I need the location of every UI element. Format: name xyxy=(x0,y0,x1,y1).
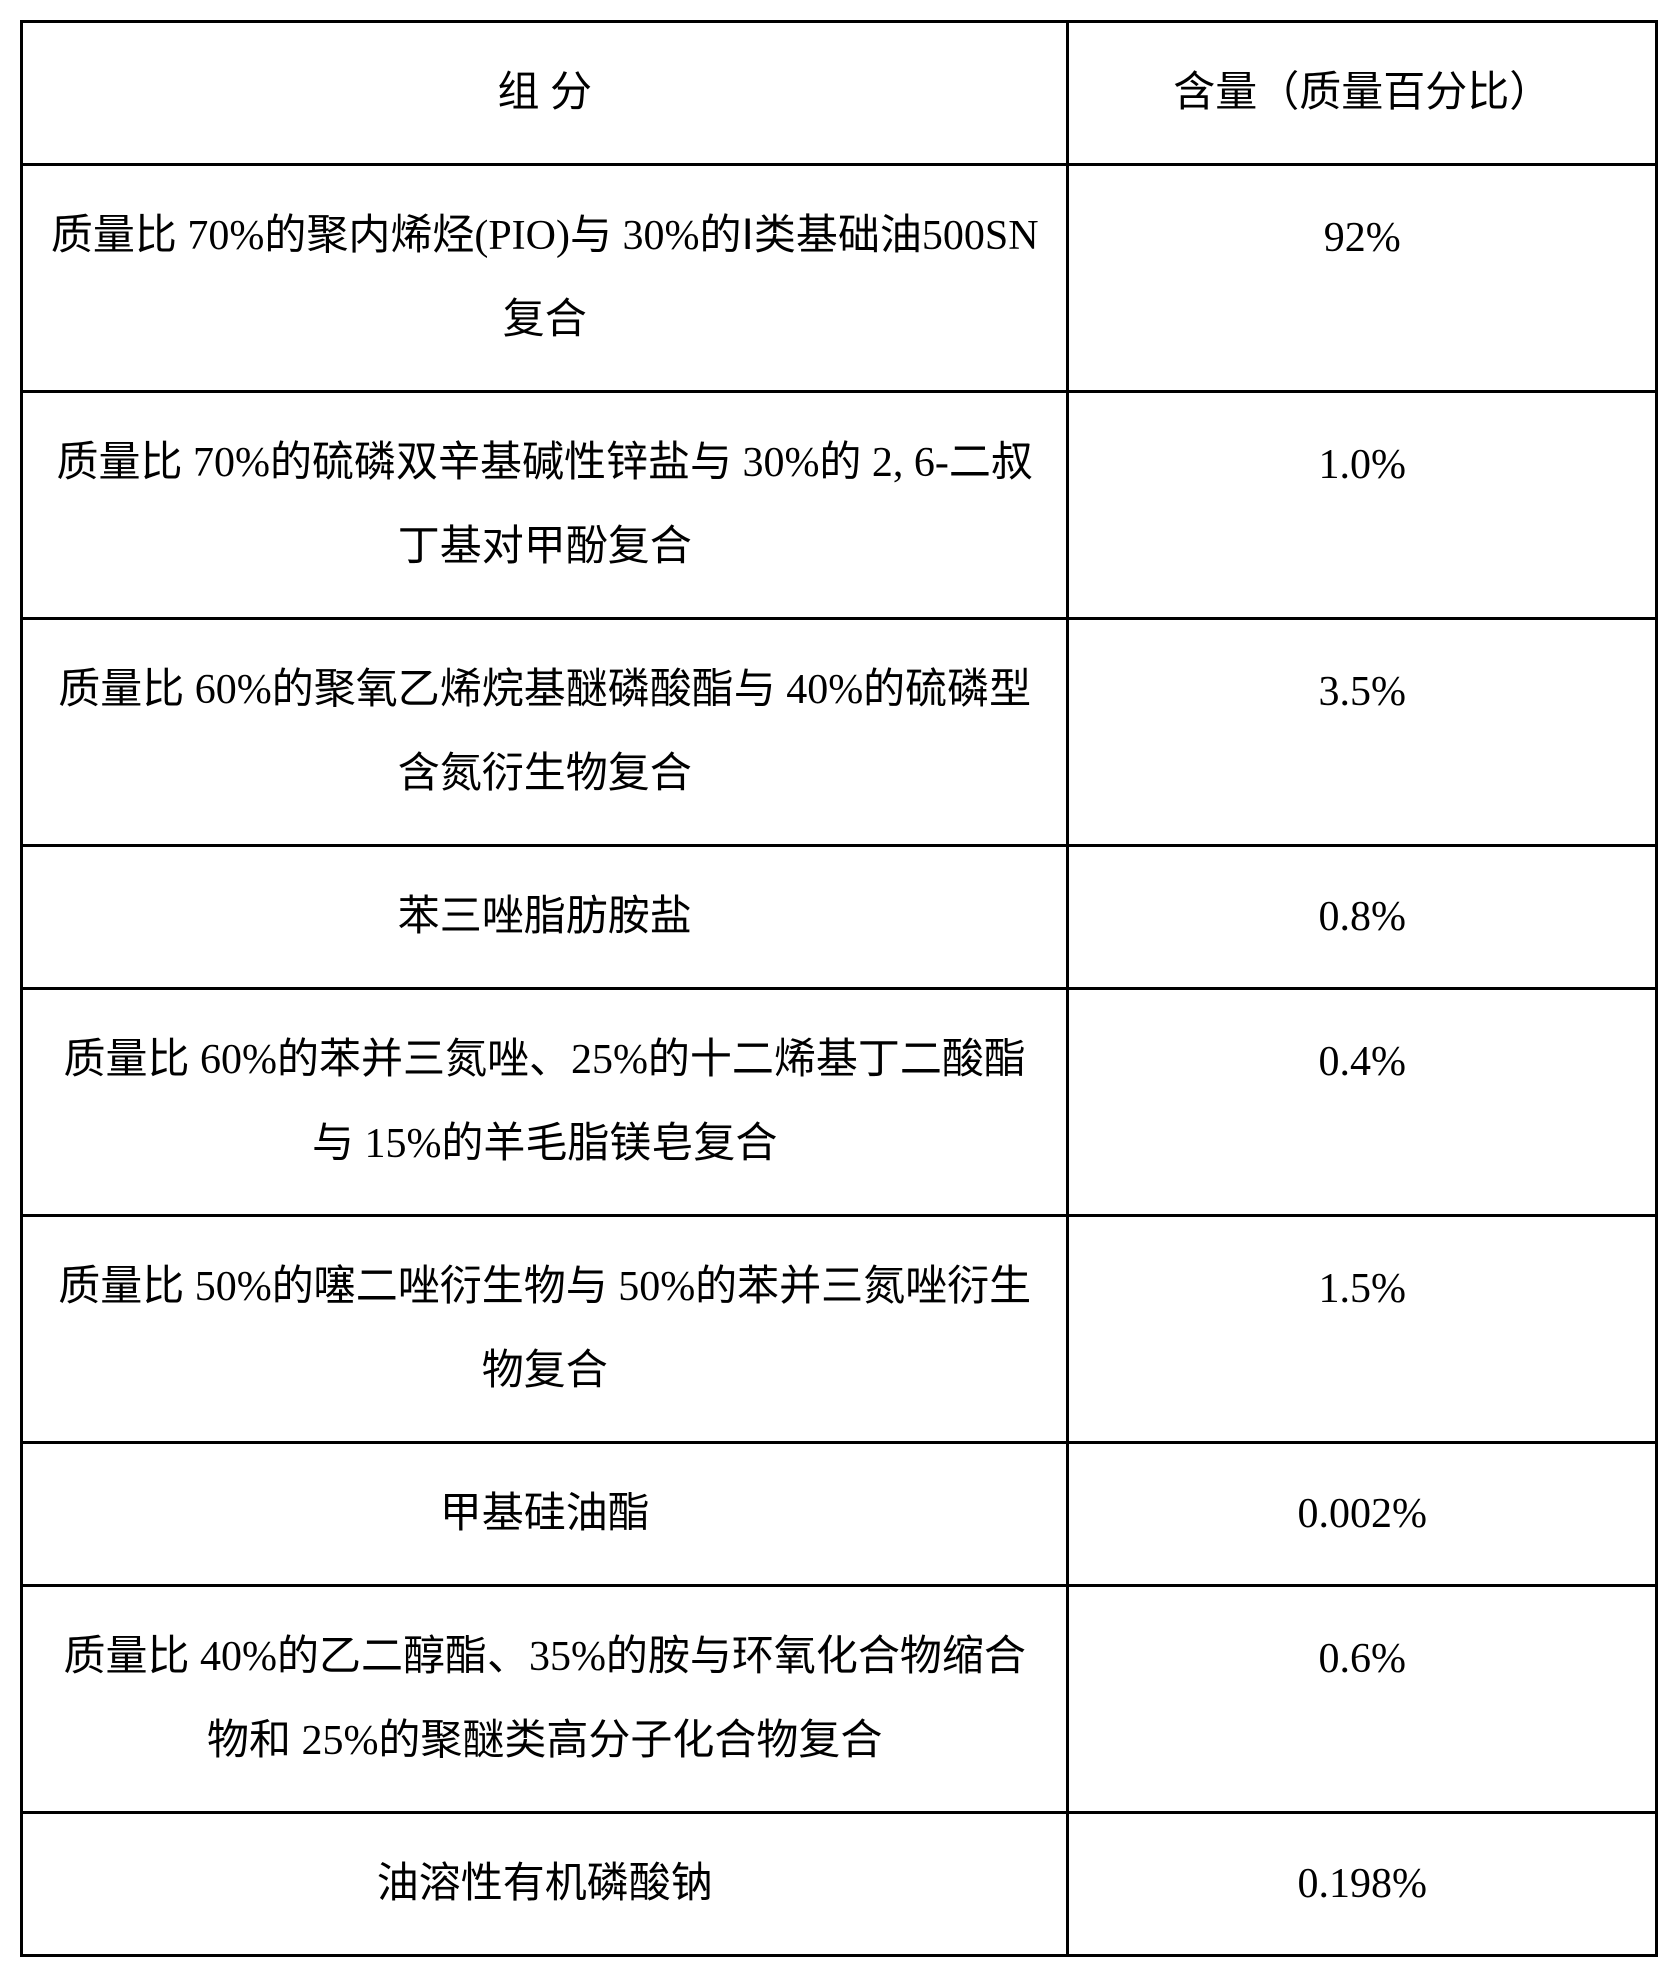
cell-component: 质量比 40%的乙二醇酯、35%的胺与环氧化合物缩合物和 25%的聚醚类高分子化… xyxy=(22,1586,1068,1813)
table-row: 质量比 70%的硫磷双辛基碱性锌盐与 30%的 2, 6-二叔丁基对甲酚复合1.… xyxy=(22,392,1657,619)
composition-table: 组 分 含量（质量百分比） 质量比 70%的聚内烯烃(PIO)与 30%的Ⅰ类基… xyxy=(20,20,1658,1957)
cell-component: 质量比 70%的硫磷双辛基碱性锌盐与 30%的 2, 6-二叔丁基对甲酚复合 xyxy=(22,392,1068,619)
cell-component: 质量比 70%的聚内烯烃(PIO)与 30%的Ⅰ类基础油500SN 复合 xyxy=(22,165,1068,392)
cell-content: 1.0% xyxy=(1068,392,1657,619)
cell-component: 质量比 60%的聚氧乙烯烷基醚磷酸酯与 40%的硫磷型含氮衍生物复合 xyxy=(22,619,1068,846)
table-row: 质量比 50%的噻二唑衍生物与 50%的苯并三氮唑衍生物复合1.5% xyxy=(22,1216,1657,1443)
table-row: 油溶性有机磷酸钠0.198% xyxy=(22,1813,1657,1956)
cell-content: 0.198% xyxy=(1068,1813,1657,1956)
column-header-content: 含量（质量百分比） xyxy=(1068,22,1657,165)
table-row: 质量比 60%的苯并三氮唑、25%的十二烯基丁二酸酯与 15%的羊毛脂镁皂复合0… xyxy=(22,989,1657,1216)
cell-component: 质量比 50%的噻二唑衍生物与 50%的苯并三氮唑衍生物复合 xyxy=(22,1216,1068,1443)
cell-content: 0.8% xyxy=(1068,846,1657,989)
cell-content: 92% xyxy=(1068,165,1657,392)
cell-content: 0.002% xyxy=(1068,1443,1657,1586)
table-header-row: 组 分 含量（质量百分比） xyxy=(22,22,1657,165)
table-row: 苯三唑脂肪胺盐0.8% xyxy=(22,846,1657,989)
cell-component: 苯三唑脂肪胺盐 xyxy=(22,846,1068,989)
column-header-component: 组 分 xyxy=(22,22,1068,165)
cell-content: 0.6% xyxy=(1068,1586,1657,1813)
cell-component: 油溶性有机磷酸钠 xyxy=(22,1813,1068,1956)
cell-content: 1.5% xyxy=(1068,1216,1657,1443)
cell-content: 0.4% xyxy=(1068,989,1657,1216)
cell-component: 甲基硅油酯 xyxy=(22,1443,1068,1586)
table-row: 质量比 40%的乙二醇酯、35%的胺与环氧化合物缩合物和 25%的聚醚类高分子化… xyxy=(22,1586,1657,1813)
table-row: 甲基硅油酯0.002% xyxy=(22,1443,1657,1586)
cell-content: 3.5% xyxy=(1068,619,1657,846)
table-row: 质量比 70%的聚内烯烃(PIO)与 30%的Ⅰ类基础油500SN 复合92% xyxy=(22,165,1657,392)
table-row: 质量比 60%的聚氧乙烯烷基醚磷酸酯与 40%的硫磷型含氮衍生物复合3.5% xyxy=(22,619,1657,846)
cell-component: 质量比 60%的苯并三氮唑、25%的十二烯基丁二酸酯与 15%的羊毛脂镁皂复合 xyxy=(22,989,1068,1216)
composition-table-container: 组 分 含量（质量百分比） 质量比 70%的聚内烯烃(PIO)与 30%的Ⅰ类基… xyxy=(20,20,1658,1957)
table-body: 质量比 70%的聚内烯烃(PIO)与 30%的Ⅰ类基础油500SN 复合92%质… xyxy=(22,165,1657,1956)
